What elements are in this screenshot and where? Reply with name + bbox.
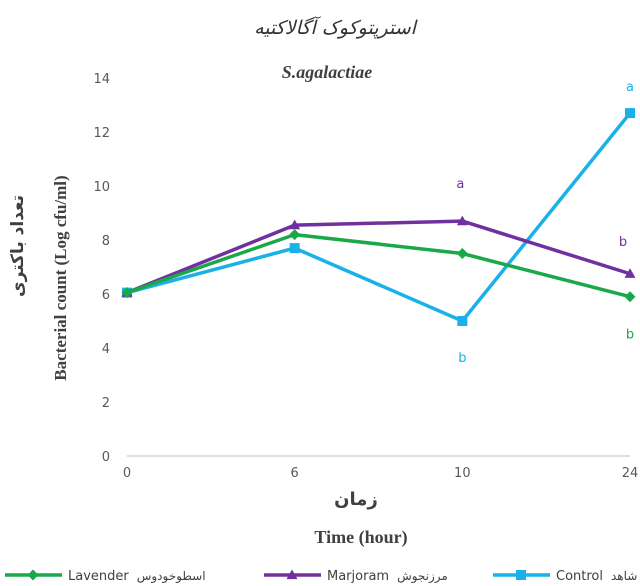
x-axis-label: Time (hour) xyxy=(314,527,407,548)
series-control xyxy=(122,108,635,326)
x-tick-label: 24 xyxy=(622,466,639,481)
series-line-marjoram xyxy=(126,219,631,295)
significance-letter: b xyxy=(458,351,466,366)
data-point-lavender xyxy=(289,229,301,241)
data-point-marjoram xyxy=(456,215,468,226)
significance-letter: a xyxy=(626,80,634,95)
legend-label-fa-marjoram: مرزنجوش xyxy=(397,569,448,584)
data-point-lavender xyxy=(456,248,468,259)
data-point-marjoram xyxy=(624,268,636,278)
legend: Lavender اسطوخودوس Marjoram مرزنجوش Control ش… xyxy=(5,569,637,584)
significance-letter: b xyxy=(626,328,634,343)
x-tick-label: 6 xyxy=(291,466,299,481)
y-tick-label: 10 xyxy=(93,180,110,195)
legend-item-lavender: Lavender اسطوخودوس xyxy=(5,569,206,584)
data-point-control xyxy=(289,243,300,254)
legend-marker-marjoram xyxy=(286,569,298,580)
chart-title-fa: استرپتوکوک آگالاکتیه xyxy=(254,16,419,39)
data-point-control xyxy=(625,108,635,119)
x-tick-label: 10 xyxy=(454,466,471,481)
y-tick-label: 4 xyxy=(102,342,110,357)
series-line-lavender xyxy=(126,232,631,299)
y-axis-label-fa: تعداد باکتری xyxy=(8,195,28,297)
legend-label-marjoram: Marjoram xyxy=(327,569,389,584)
legend-label-control: Control xyxy=(556,569,603,584)
x-axis-label-fa: زمان xyxy=(334,489,378,510)
y-tick-label: 12 xyxy=(93,126,110,141)
series-layer xyxy=(121,108,636,326)
series-line-control xyxy=(126,112,632,323)
x-tick-label: 0 xyxy=(123,466,131,481)
y-axis-label: Bacterial count (Log cfu/ml) xyxy=(51,175,70,380)
significance-labels: b a b b a xyxy=(456,80,634,366)
legend-marker-lavender xyxy=(27,569,39,581)
legend-item-marjoram: Marjoram مرزنجوش xyxy=(264,569,448,584)
x-axis-ticks: 0 6 10 24 xyxy=(123,466,638,481)
y-tick-label: 8 xyxy=(102,234,110,249)
significance-letter: a xyxy=(456,177,464,192)
data-point-control xyxy=(457,316,468,326)
y-tick-label: 14 xyxy=(93,72,110,87)
legend-label-lavender: Lavender xyxy=(68,569,129,584)
data-point-marjoram xyxy=(289,219,301,230)
legend-label-fa-control: شاهد xyxy=(611,569,637,583)
chart-subtitle: S.agalactiae xyxy=(282,62,373,82)
series-lavender xyxy=(121,229,636,303)
data-point-lavender xyxy=(624,291,636,303)
legend-item-control: Control شاهد xyxy=(493,569,637,584)
legend-marker-control xyxy=(516,570,526,580)
significance-letter: b xyxy=(619,235,627,250)
data-point-lavender xyxy=(121,287,133,299)
y-axis-ticks: 0 2 4 6 8 10 12 14 xyxy=(93,72,110,465)
y-tick-label: 2 xyxy=(102,396,110,411)
y-tick-label: 0 xyxy=(102,450,110,465)
legend-label-fa-lavender: اسطوخودوس xyxy=(137,569,206,584)
y-tick-label: 6 xyxy=(102,288,110,303)
